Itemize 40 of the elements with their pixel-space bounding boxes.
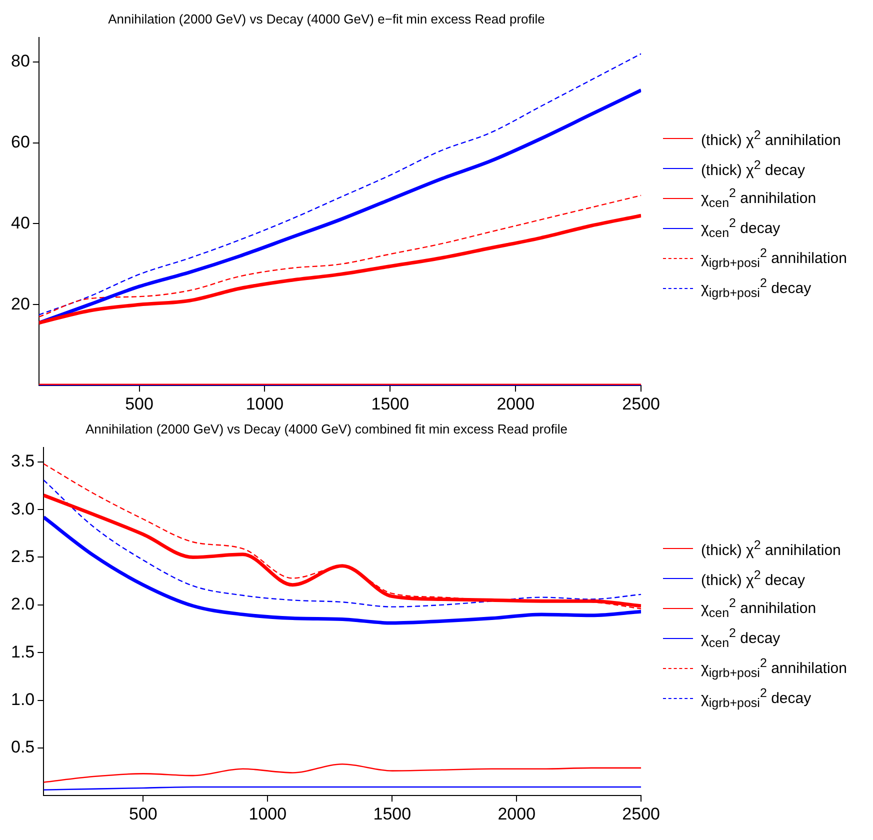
- x-tick-label: 500: [129, 804, 158, 824]
- y-tick-label: 3.5: [10, 452, 35, 471]
- y-tick-label: 2.0: [10, 594, 35, 614]
- x-tick-label: 2500: [622, 394, 660, 414]
- x-tick-label: 500: [125, 394, 154, 414]
- y-tick-label: 1.5: [10, 642, 35, 662]
- legend-label: χ$_{cen}$$^{2}$ decay: [701, 626, 780, 650]
- x-tick-label: 1500: [373, 804, 412, 824]
- line-series: [38, 214, 642, 325]
- legend-label: χ$_{igrb+posi}$$^{2}$ annihilation: [701, 656, 847, 680]
- x-tick-label: 1500: [371, 394, 410, 414]
- y-tick-label: 2.5: [10, 546, 35, 566]
- legend-label: (thick) χ$^{2}$ annihilation: [701, 538, 841, 558]
- line-series: [44, 763, 642, 783]
- x-tick-label: 2000: [496, 394, 535, 414]
- y-tick-label: 20: [10, 294, 30, 314]
- x-tick-label: 1000: [248, 804, 287, 824]
- y-tick-label: 40: [10, 213, 30, 232]
- chart-title: Annihilation (2000 GeV) vs Decay (4000 GeV) e−fit min excess Read profile: [108, 11, 545, 26]
- line-series: [38, 53, 642, 316]
- y-tick-label: 3.0: [10, 499, 35, 518]
- y-tick-label: 1.0: [10, 690, 35, 709]
- y-tick-label: 60: [10, 132, 30, 152]
- chart-title: Annihilation (2000 GeV) vs Decay (4000 GeV) combined fit min excess Read profile: [86, 421, 568, 436]
- legend-label: (thick) χ$^{2}$ annihilation: [701, 128, 841, 148]
- legend-label: χ$_{cen}$$^{2}$ annihilation: [701, 186, 816, 210]
- y-tick-label: 80: [10, 52, 30, 71]
- line-series: [38, 194, 642, 318]
- x-tick-label: 2000: [498, 804, 536, 824]
- legend-label: χ$_{igrb+posi}$$^{2}$ decay: [701, 686, 812, 710]
- x-tick-label: 2500: [622, 804, 660, 824]
- line-series: [44, 515, 642, 625]
- legend-label: (thick) χ$^{2}$ decay: [701, 568, 806, 588]
- x-tick-label: 1000: [246, 394, 284, 414]
- legend-label: χ$_{igrb+posi}$$^{2}$ decay: [701, 276, 812, 300]
- legend-label: (thick) χ$^{2}$ decay: [701, 158, 806, 178]
- legend-label: χ$_{cen}$$^{2}$ decay: [701, 216, 780, 240]
- y-tick-label: 0.5: [10, 738, 35, 757]
- legend-label: χ$_{cen}$$^{2}$ annihilation: [701, 596, 816, 620]
- legend-label: χ$_{igrb+posi}$$^{2}$ annihilation: [701, 246, 847, 270]
